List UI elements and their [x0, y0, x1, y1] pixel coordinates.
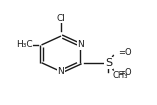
Text: =O: =O [118, 48, 132, 57]
Text: N: N [77, 40, 84, 49]
Text: =O: =O [118, 68, 132, 77]
Text: Cl: Cl [57, 14, 65, 23]
Text: CH₃: CH₃ [113, 71, 128, 80]
Text: N: N [58, 67, 64, 76]
Text: H₃C: H₃C [16, 40, 33, 49]
Text: S: S [105, 58, 112, 68]
